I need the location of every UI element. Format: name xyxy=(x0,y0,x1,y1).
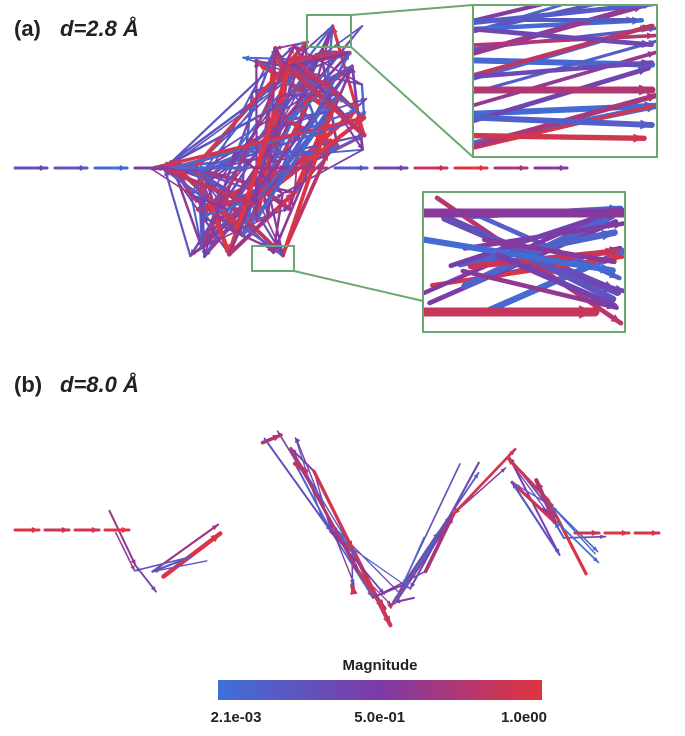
panel-caption: d=8.0 Å xyxy=(60,372,139,397)
panel-label: (a) xyxy=(14,16,41,41)
arrow-head xyxy=(592,530,599,536)
colorbar-tick-label: 2.1e-03 xyxy=(211,709,262,726)
edge xyxy=(470,136,644,139)
arrow-head xyxy=(62,527,69,533)
edge xyxy=(453,449,515,514)
zoom-connector xyxy=(351,47,473,157)
edge xyxy=(109,511,135,566)
network-b xyxy=(15,431,659,625)
panel-label: (b) xyxy=(14,372,42,397)
arrow-head xyxy=(122,527,129,533)
panel-caption: d=2.8 Å xyxy=(60,16,139,41)
arrow-head xyxy=(243,57,249,61)
arrow-head xyxy=(480,165,487,171)
arrow-head xyxy=(440,165,447,171)
inset-bottom xyxy=(420,192,625,332)
colorbar-ticks: 2.1e-03 5.0e-01 1.0e00 xyxy=(211,709,547,726)
edge xyxy=(116,533,135,571)
arrow-head xyxy=(622,530,629,536)
edge xyxy=(291,448,358,571)
zoom-connector xyxy=(351,5,473,15)
colorbar-title: Magnitude xyxy=(343,657,418,674)
colorbar-tick-label: 5.0e-01 xyxy=(354,709,405,726)
zoom-connector xyxy=(294,271,423,301)
inset-top xyxy=(470,0,658,157)
arrow-head xyxy=(400,165,407,171)
arrow-head xyxy=(360,165,367,171)
edge xyxy=(355,553,391,625)
edge xyxy=(163,533,220,576)
arrow-head xyxy=(120,165,127,171)
edge xyxy=(426,515,453,572)
colorbar xyxy=(218,680,542,700)
arrow-head xyxy=(92,527,99,533)
arrow-head xyxy=(520,165,527,171)
arrow-head xyxy=(560,165,567,171)
colorbar-tick-label: 1.0e00 xyxy=(501,709,547,726)
arrow-head xyxy=(652,530,659,536)
arrow-head xyxy=(32,527,39,533)
edge xyxy=(243,58,292,59)
arrow-head xyxy=(80,165,87,171)
arrow-head xyxy=(600,535,605,539)
arrow-head xyxy=(272,435,281,441)
edge xyxy=(410,463,479,589)
edge xyxy=(331,531,384,594)
arrow-head xyxy=(40,165,47,171)
edge xyxy=(394,532,438,602)
edge xyxy=(439,473,479,532)
